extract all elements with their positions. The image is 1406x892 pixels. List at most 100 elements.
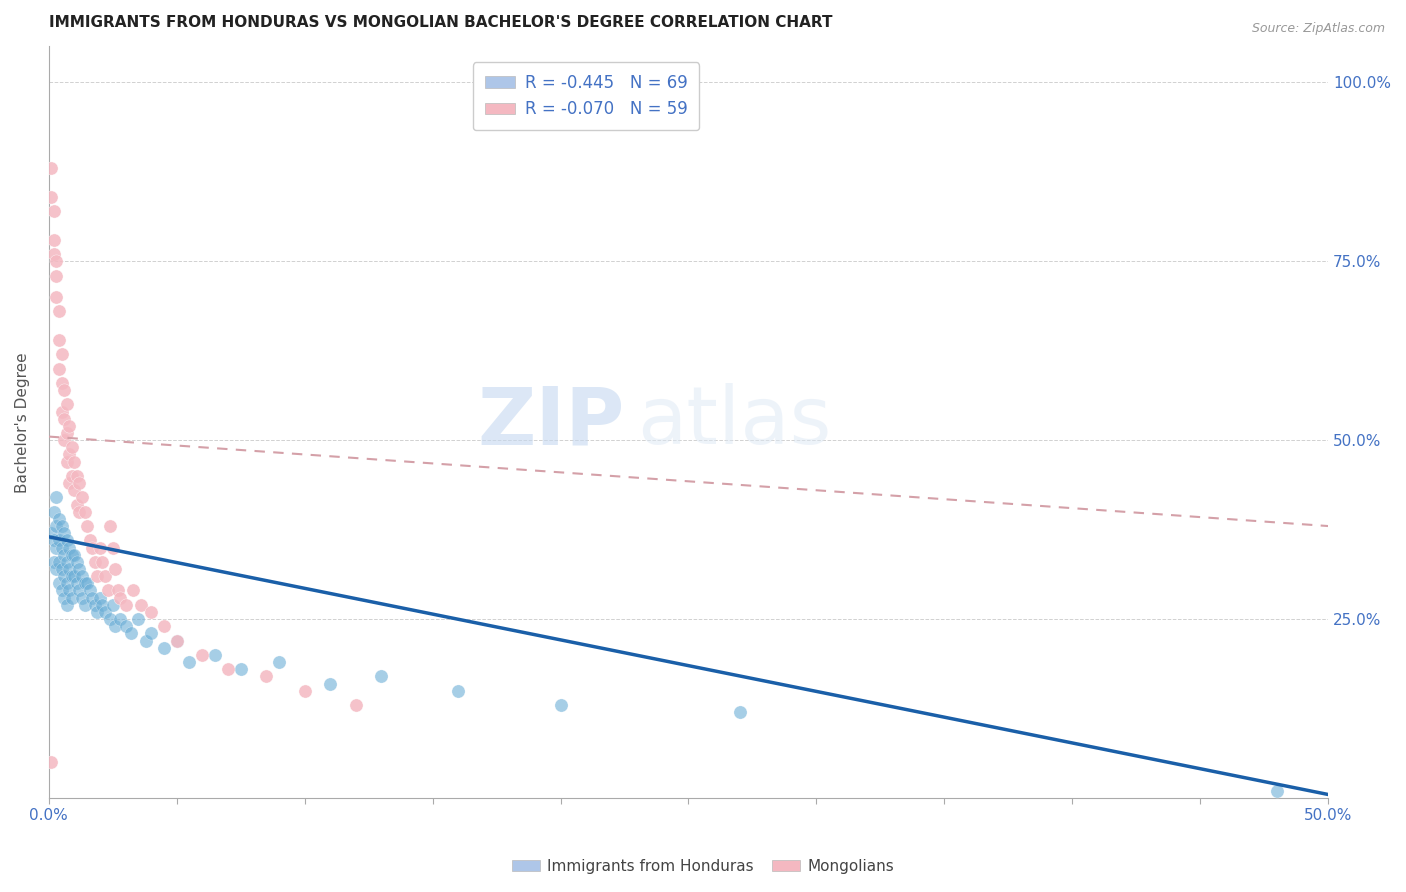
Point (45, 491, 67, 505)
Point (55, 598, 77, 612)
Point (66, 576, 89, 591)
Point (58, 562, 80, 576)
Text: IMMIGRANTS FROM HONDURAS VS MONGOLIAN BACHELOR'S DEGREE CORRELATION CHART: IMMIGRANTS FROM HONDURAS VS MONGOLIAN BA… (49, 15, 832, 30)
Text: atlas: atlas (637, 384, 831, 461)
Point (122, 583, 145, 598)
Point (294, 683, 316, 698)
Point (73, 598, 96, 612)
Point (53, 548, 76, 562)
Point (104, 619, 127, 633)
Point (60, 440, 83, 454)
Point (73, 576, 96, 591)
Point (83, 555, 105, 569)
Point (89, 591, 111, 605)
Point (48, 512, 70, 526)
Point (60, 469, 83, 483)
Point (51, 347, 73, 361)
Point (42, 233, 65, 247)
Point (42, 204, 65, 219)
Point (101, 541, 124, 555)
Point (91, 555, 114, 569)
Point (728, 705, 751, 719)
Point (53, 411, 76, 425)
Point (51, 404, 73, 418)
Point (254, 669, 277, 683)
Point (63, 569, 86, 583)
Point (55, 576, 77, 591)
Point (45, 541, 67, 555)
Point (120, 626, 142, 640)
Point (267, 655, 290, 669)
Point (66, 555, 89, 569)
Point (53, 433, 76, 447)
Point (48, 576, 70, 591)
Point (1265, 784, 1288, 798)
Point (58, 418, 80, 433)
Point (53, 569, 76, 583)
Point (344, 698, 367, 712)
Point (70, 569, 93, 583)
Point (153, 640, 176, 655)
Point (60, 569, 83, 583)
Point (129, 598, 152, 612)
Point (53, 383, 76, 397)
Point (114, 619, 136, 633)
Point (94, 605, 117, 619)
Point (82, 541, 104, 555)
Point (48, 555, 70, 569)
Point (110, 591, 132, 605)
Point (55, 533, 77, 548)
Point (39, 756, 62, 770)
Point (51, 376, 73, 390)
Point (48, 304, 70, 318)
Point (45, 519, 67, 533)
Point (98, 612, 121, 626)
Point (55, 455, 77, 469)
Point (135, 633, 157, 648)
Point (39, 190, 62, 204)
Point (53, 526, 76, 541)
Point (70, 591, 93, 605)
Legend: R = -0.445   N = 69, R = -0.070   N = 59: R = -0.445 N = 69, R = -0.070 N = 59 (472, 62, 699, 130)
Point (107, 583, 129, 598)
Point (166, 633, 188, 648)
Point (42, 505, 65, 519)
Point (42, 247, 65, 261)
Point (58, 583, 80, 598)
Point (45, 562, 67, 576)
Point (53, 591, 76, 605)
Point (55, 397, 77, 411)
Point (60, 591, 83, 605)
Point (51, 519, 73, 533)
Point (45, 290, 67, 304)
Point (97, 583, 120, 598)
Point (63, 548, 86, 562)
Point (94, 569, 117, 583)
Point (550, 698, 572, 712)
Point (89, 541, 111, 555)
Point (179, 655, 201, 669)
Point (104, 562, 127, 576)
Point (51, 541, 73, 555)
Point (39, 161, 62, 175)
Point (45, 268, 67, 283)
Point (55, 555, 77, 569)
Point (48, 361, 70, 376)
Point (153, 619, 176, 633)
Point (39, 526, 62, 541)
Point (58, 447, 80, 461)
Point (370, 669, 392, 683)
Point (42, 555, 65, 569)
Point (51, 583, 73, 598)
Point (127, 612, 149, 626)
Point (319, 676, 342, 690)
Point (114, 598, 136, 612)
Point (110, 612, 132, 626)
Point (69, 583, 91, 598)
Point (69, 562, 91, 576)
Point (139, 626, 162, 640)
Point (42, 533, 65, 548)
Point (69, 476, 91, 491)
Point (73, 505, 96, 519)
Point (58, 476, 80, 491)
